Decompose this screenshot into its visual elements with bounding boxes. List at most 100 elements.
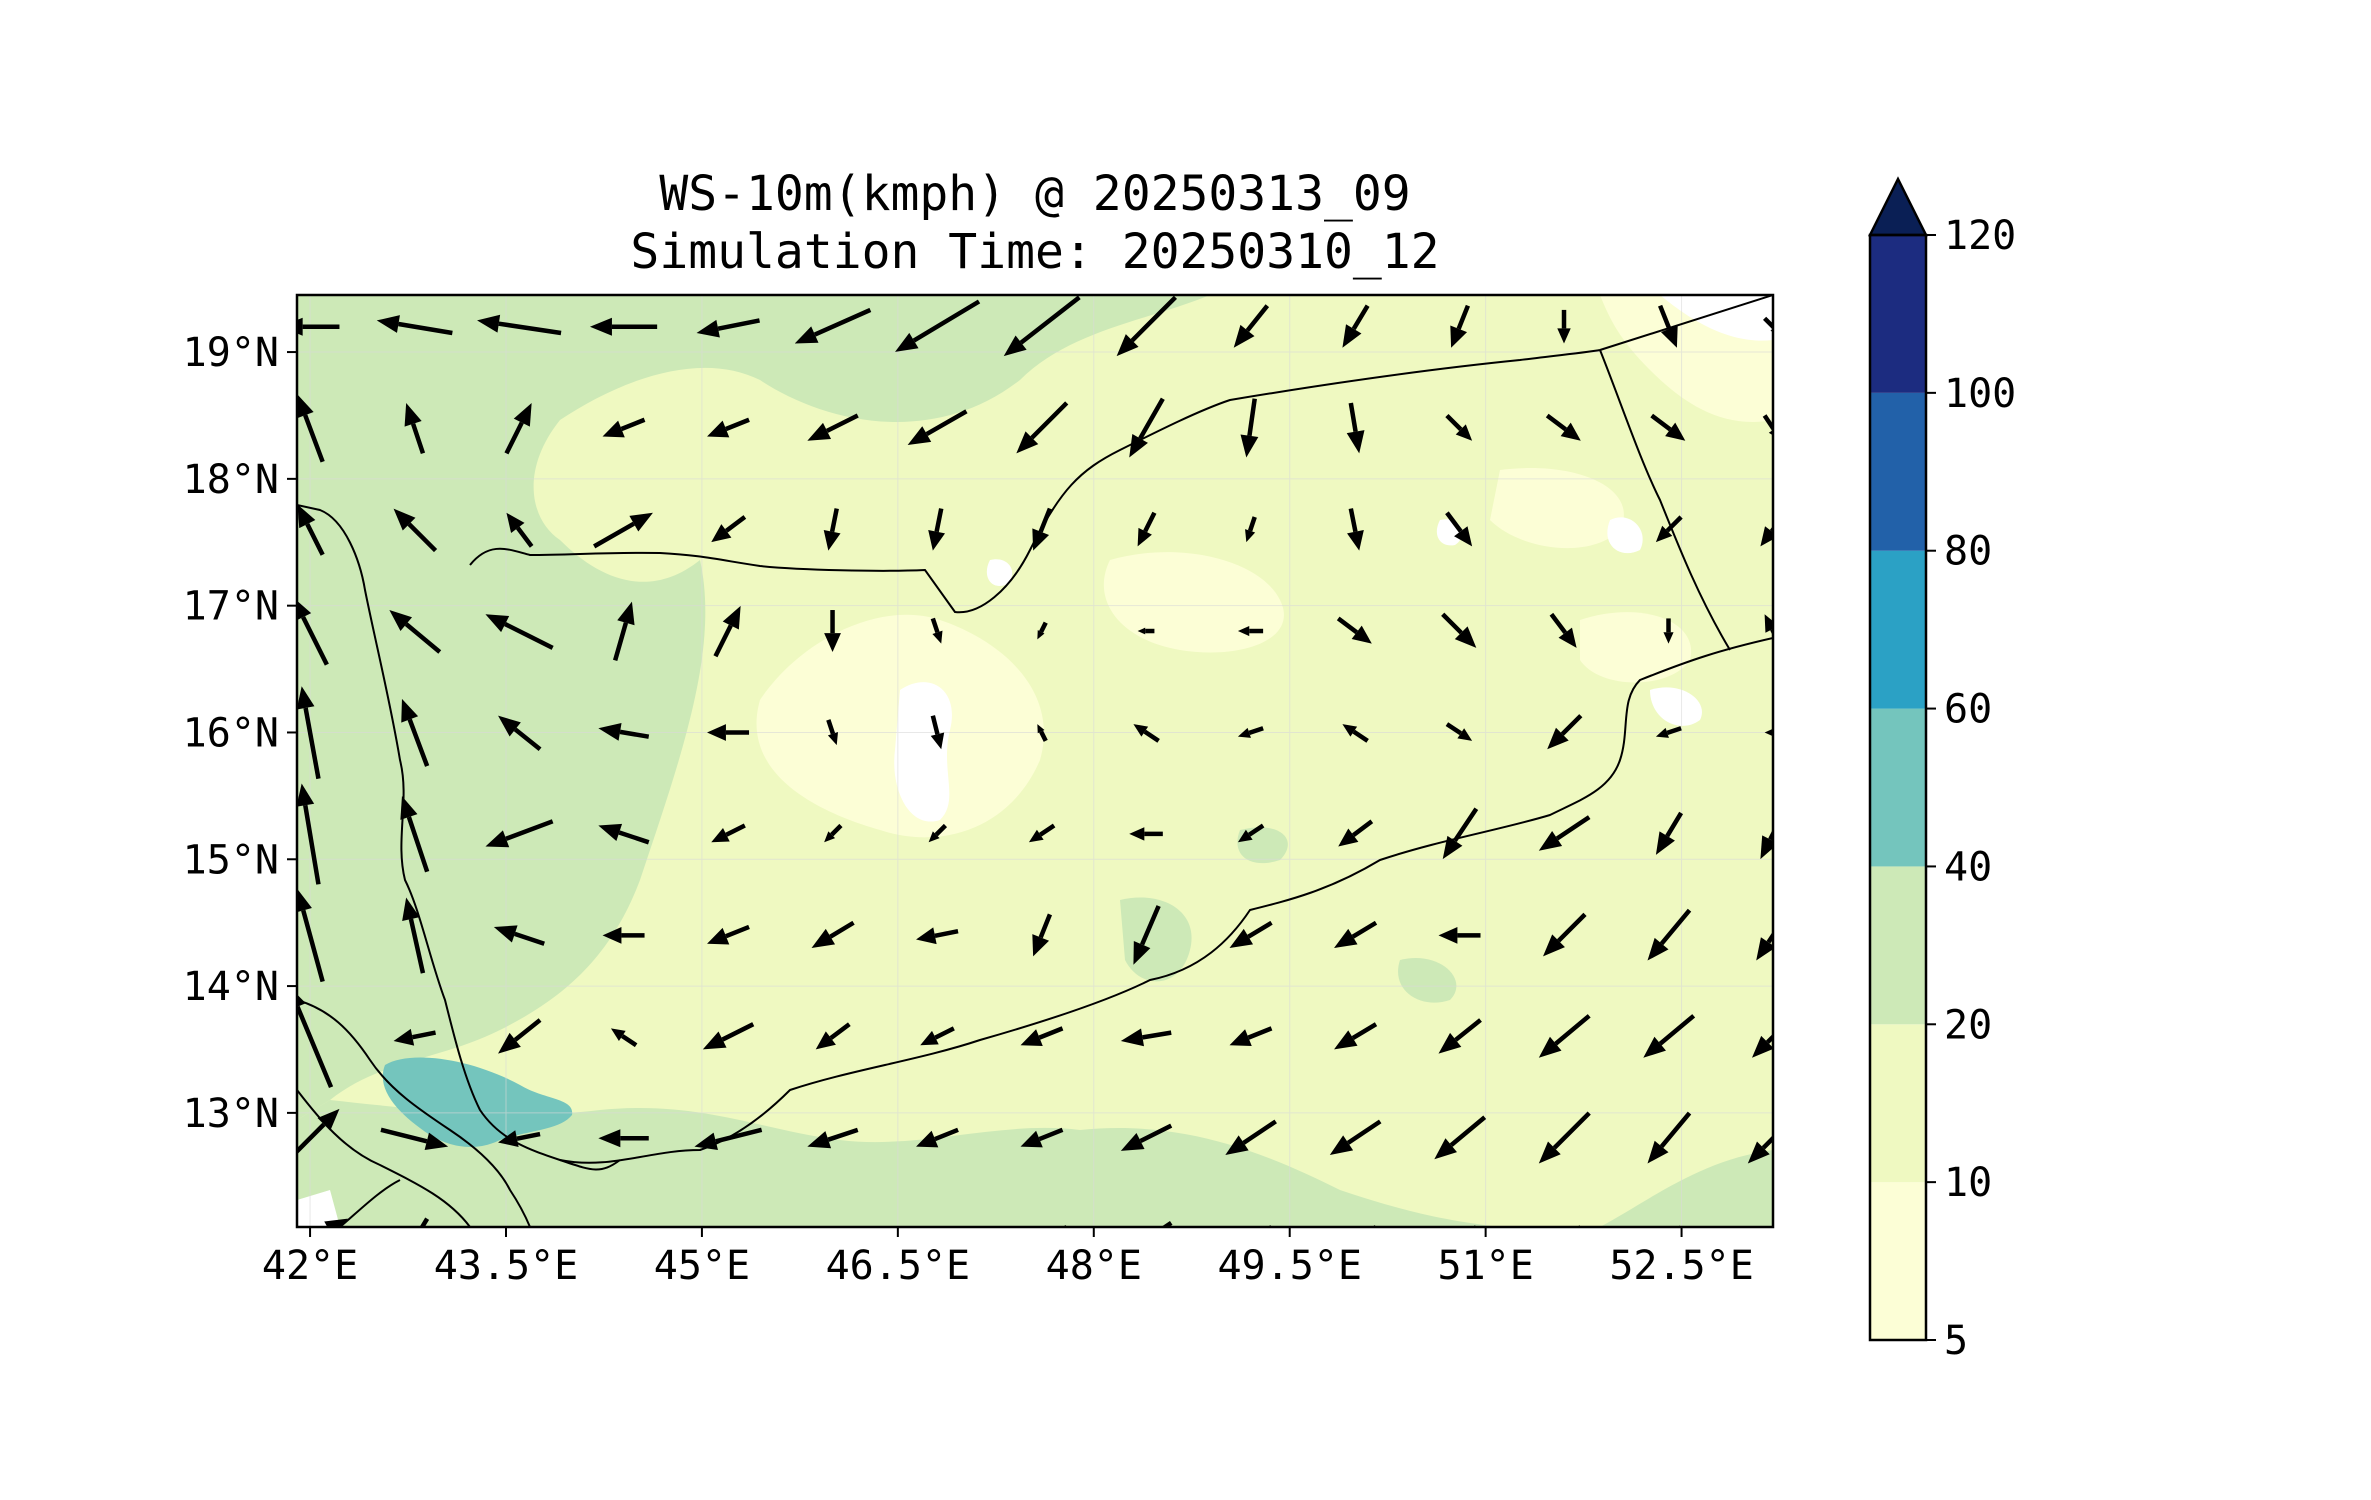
djibouti-coast [297, 1089, 471, 1227]
wind-vector [598, 823, 650, 845]
map-title-line1: WS-10m(kmph) @ 20250313_09 [659, 166, 1410, 222]
wind-vector [297, 600, 329, 666]
y-tick-label: 18°N [183, 457, 279, 503]
colorbar-label: 10 [1944, 1160, 1992, 1206]
wind-vector [493, 925, 545, 946]
wind-vector [1334, 1022, 1378, 1050]
wind-vector [1016, 401, 1069, 454]
wind-vector [694, 1127, 763, 1151]
wind-vector [824, 610, 841, 653]
y-axis: 19°N 18°N 17°N 16°N 15°N 14°N 13°N [183, 330, 297, 1137]
wind-vector [393, 1028, 436, 1046]
colorbar-label: 20 [1944, 1002, 1992, 1048]
wind-vector [1650, 413, 1686, 441]
colorbar-label: 40 [1944, 844, 1992, 890]
wind-vector [1116, 295, 1178, 357]
wind-vector [811, 920, 855, 948]
wind-vector [498, 715, 542, 752]
wind-vector [1133, 724, 1160, 743]
x-tick-label: 45°E [654, 1243, 750, 1289]
wind-vector [826, 719, 838, 746]
wind-vector [1450, 304, 1471, 348]
wind-vector [702, 1022, 755, 1050]
coastlines-borders [297, 295, 1773, 1227]
wind-vector [707, 724, 750, 741]
saudi-oman-border [1599, 295, 1773, 351]
wind-vector [506, 512, 534, 548]
wind-vector [711, 515, 747, 543]
wind-vector [707, 417, 750, 438]
wind-vector [297, 994, 334, 1089]
wind-vector [1037, 621, 1048, 640]
wind-vector [1342, 724, 1369, 743]
wind-vector [930, 715, 945, 750]
wind-vector [1545, 413, 1581, 441]
wind-vector [1538, 1111, 1591, 1164]
colorbar-label: 5 [1944, 1318, 1968, 1364]
wind-vector [1245, 516, 1257, 543]
wind-vector [1129, 397, 1165, 458]
x-tick-label: 51°E [1437, 1243, 1533, 1289]
colorbar-segment [1870, 1182, 1926, 1340]
wind-vector [807, 1127, 859, 1149]
y-tick-label: 19°N [183, 330, 279, 376]
wind-vector [380, 1127, 449, 1151]
wind-vectors [297, 295, 1773, 1227]
wind-vector [1438, 1018, 1482, 1054]
wind-vector [1747, 1135, 1773, 1164]
wind-vector [1133, 905, 1161, 965]
colorbar-segment [1870, 866, 1926, 1025]
wind-vector [1647, 908, 1692, 961]
wind-vector [1557, 309, 1571, 344]
wind-vector [824, 823, 843, 843]
x-tick-label: 42°E [262, 1243, 358, 1289]
wind-vector [1129, 827, 1163, 841]
wind-vector [1032, 507, 1053, 551]
wind-vector [1547, 714, 1583, 750]
wind-vector [297, 783, 321, 885]
wind-vector [1445, 511, 1473, 547]
wind-vector [928, 508, 946, 551]
colorbar-frame [1868, 233, 1928, 1342]
wind-vector [696, 318, 760, 338]
wind-vector [916, 1127, 959, 1148]
wind-vector [297, 686, 321, 780]
wind-vector [794, 307, 872, 344]
colorbar: 5 10 20 40 60 80 100 120 [1867, 176, 2016, 1364]
wind-vector [485, 819, 554, 848]
colorbar-segment [1870, 1024, 1926, 1183]
wind-vector [707, 924, 750, 945]
map-panel [297, 295, 1773, 1227]
wind-vector [1442, 807, 1479, 860]
map-title-line2: Simulation Time: 20250310_12 [630, 224, 1439, 280]
x-tick-label: 48°E [1046, 1243, 1142, 1289]
wind-vector [1346, 402, 1365, 454]
y-tick-label: 14°N [183, 964, 279, 1010]
wind-vector [807, 413, 859, 441]
wind-vector [1538, 815, 1591, 851]
wind-vector [1020, 1127, 1064, 1148]
wind-vector [498, 1130, 541, 1148]
wind-vector [297, 317, 340, 336]
wind-vector [1441, 612, 1477, 648]
speed-band-40-60 [382, 1057, 573, 1147]
wind-vector [1028, 823, 1056, 843]
wind-vector [815, 1022, 851, 1050]
speed-below-5 [297, 295, 1773, 1227]
wind-vector [1137, 627, 1155, 635]
wind-vector [1003, 295, 1081, 357]
wind-vector [498, 1018, 542, 1054]
wind-vector [1655, 515, 1683, 543]
wind-vector [1229, 1026, 1273, 1046]
wind-vector [930, 617, 943, 644]
wind-vector [1577, 1225, 1581, 1227]
wind-vector [1647, 1111, 1692, 1164]
ethiopia-border [339, 1179, 401, 1227]
wind-vector [393, 508, 438, 553]
wind-vector [1549, 612, 1577, 648]
wind-vector [1342, 304, 1370, 348]
wind-vector [297, 889, 325, 983]
wind-vector [920, 1026, 955, 1046]
y-tick-label: 17°N [183, 584, 279, 630]
wind-vector [1445, 413, 1473, 441]
